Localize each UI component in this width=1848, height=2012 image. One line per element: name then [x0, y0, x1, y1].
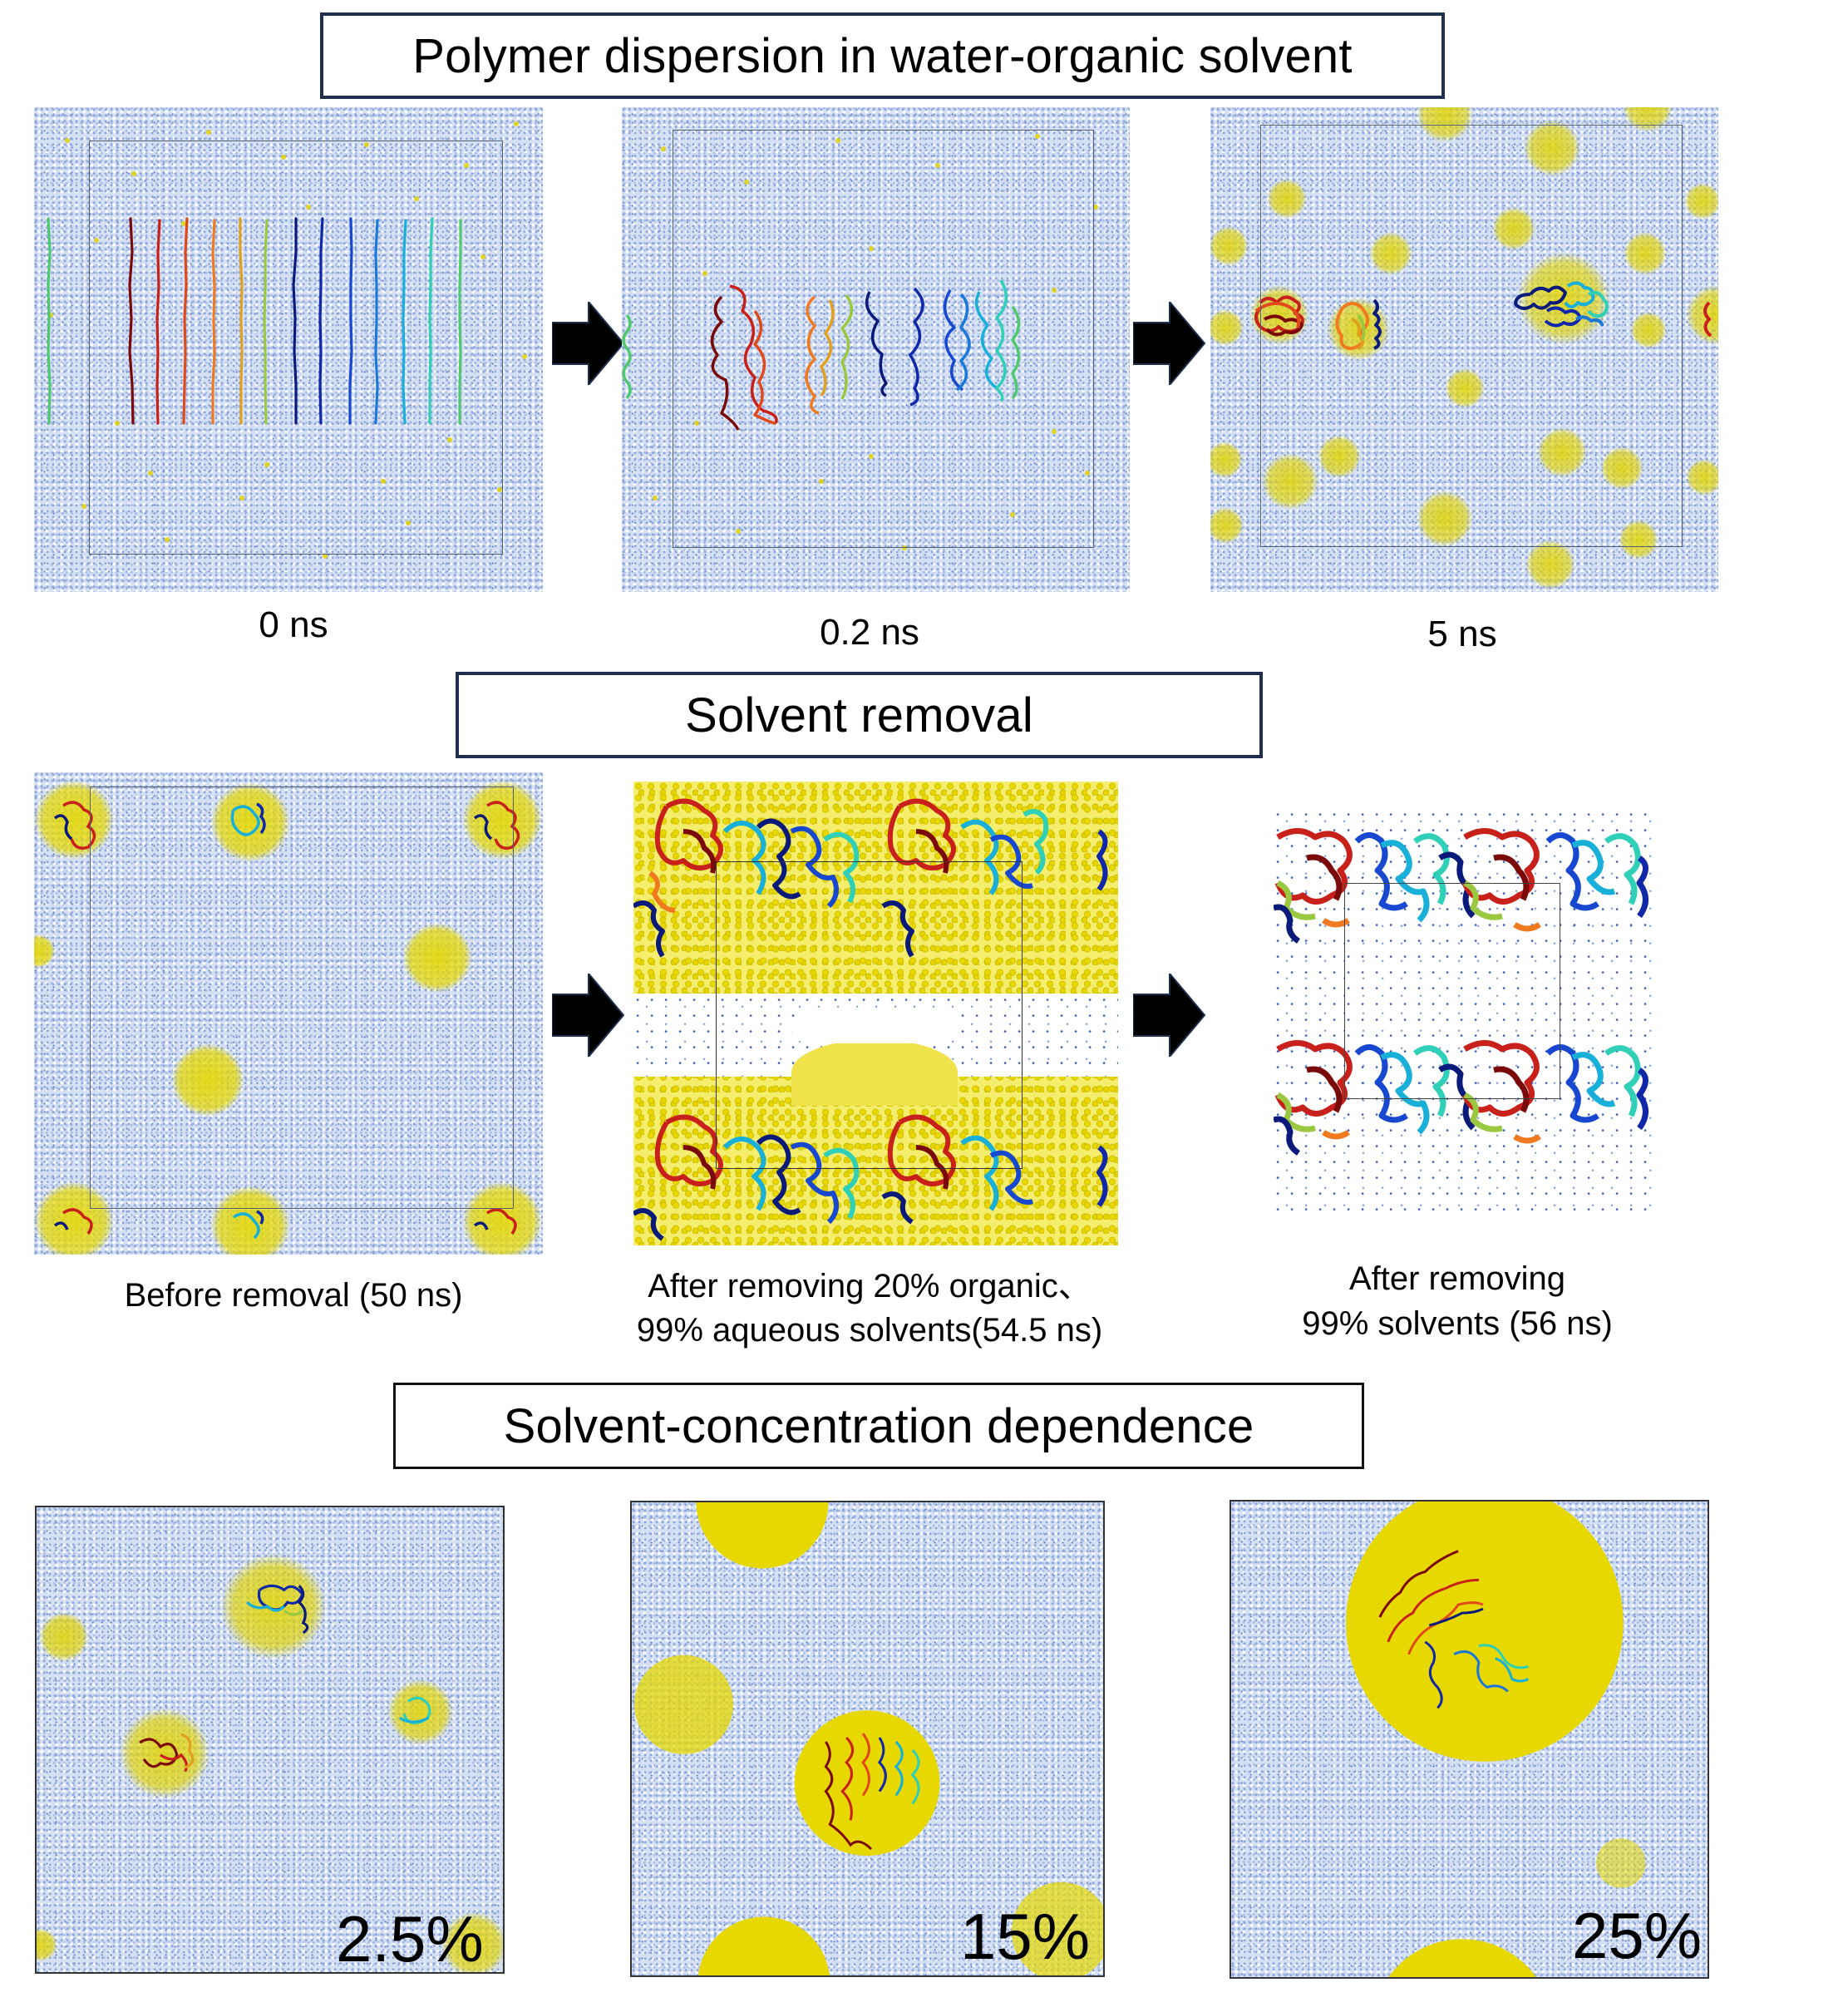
- caption-film-line2: 99% solvents (56 ns): [1302, 1305, 1613, 1342]
- yellow-bridge: [791, 1039, 958, 1106]
- sim-panel-2.5pct: 2.5%: [35, 1506, 505, 1974]
- right-arrow-icon: [1133, 302, 1206, 385]
- sim-panel-film: [1274, 808, 1653, 1221]
- polymer-layers-partial: [633, 798, 1108, 1241]
- concentration-label: 2.5%: [336, 1902, 484, 1974]
- section-title-solvent-removal: Solvent removal: [456, 672, 1263, 758]
- empty-region: [791, 1010, 958, 1043]
- sim-panel-before-removal: [34, 772, 543, 1255]
- right-arrow-icon: [1133, 974, 1206, 1057]
- medium-droplets: [633, 1502, 1103, 1975]
- sim-panel-5ns: [1210, 107, 1718, 592]
- right-arrow-icon: [552, 974, 625, 1057]
- polymer-aggregates-forming: [1210, 107, 1718, 589]
- sim-panel-partial-removal: [633, 782, 1118, 1245]
- section-title-dispersion: Polymer dispersion in water-organic solv…: [320, 12, 1445, 99]
- section-title-concentration: Solvent-concentration dependence: [393, 1383, 1364, 1469]
- caption-film-line1: After removing: [1348, 1260, 1566, 1297]
- lower-layer: [1274, 1040, 1648, 1156]
- section-title-text: Polymer dispersion in water-organic solv…: [412, 28, 1353, 83]
- sim-panel-15pct: 15%: [630, 1501, 1105, 1977]
- polymer-chains-coiling: [622, 134, 1098, 550]
- caption-5ns: 5 ns: [1427, 614, 1497, 654]
- caption-partial-removal-line1: After removing 20% organic、: [648, 1268, 1092, 1304]
- section-title-text: Solvent removal: [685, 688, 1033, 742]
- caption-before-removal: Before removal (50 ns): [124, 1277, 463, 1314]
- right-arrow-icon: [552, 302, 625, 385]
- caption-partial-removal-line2: 99% aqueous solvents(54.5 ns): [636, 1312, 1103, 1349]
- small-aggregates: [37, 1553, 503, 1972]
- section-title-text: Solvent-concentration dependence: [503, 1398, 1254, 1453]
- caption-0.2ns: 0.2 ns: [820, 612, 919, 653]
- caption-0ns: 0 ns: [259, 604, 328, 645]
- sim-panel-0.2ns: [622, 107, 1130, 592]
- polymer-film-layers: [1274, 828, 1648, 1156]
- sim-panel-0ns: [34, 107, 543, 592]
- polymer-chains-straight: [47, 121, 527, 559]
- concentration-label: 25%: [1572, 1899, 1703, 1972]
- large-droplet: [1346, 1502, 1646, 1977]
- aggregates-in-droplets: [34, 780, 542, 1255]
- sim-panel-25pct: 25%: [1230, 1500, 1709, 1979]
- concentration-label: 15%: [960, 1900, 1091, 1973]
- upper-layer: [1274, 828, 1648, 944]
